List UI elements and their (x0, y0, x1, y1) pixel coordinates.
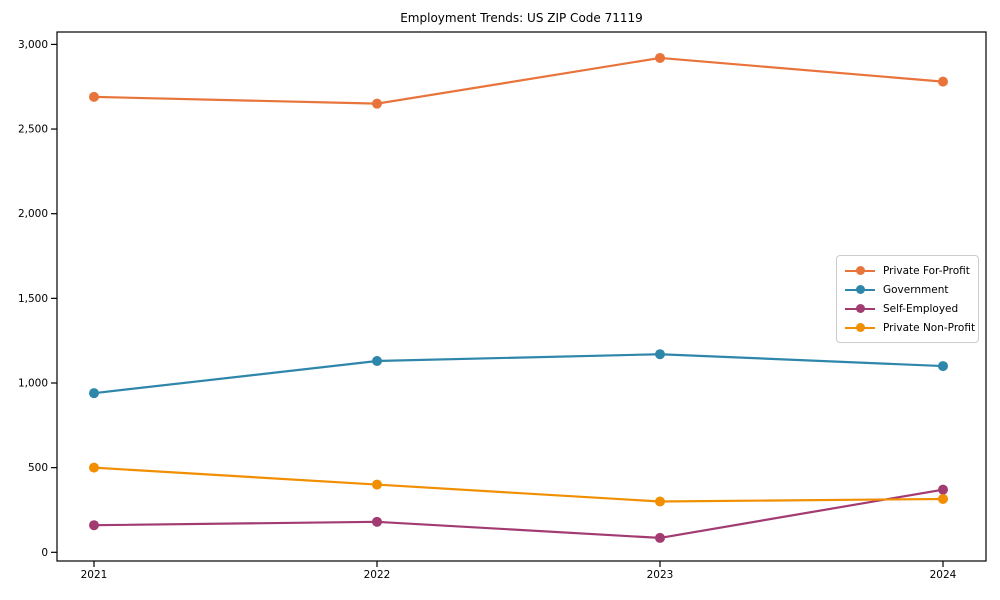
legend-line-marker-icon (845, 285, 875, 295)
legend-line-marker-icon (845, 323, 875, 333)
svg-text:2021: 2021 (81, 569, 108, 581)
legend-item: Private For-Profit (845, 261, 970, 280)
svg-text:2,500: 2,500 (18, 124, 48, 136)
svg-text:2023: 2023 (647, 569, 674, 581)
svg-text:2,000: 2,000 (18, 208, 48, 220)
legend-line-marker-icon (845, 304, 875, 314)
chart-legend: Private For-Profit Government Self-Emplo… (836, 255, 979, 343)
legend-line-marker-icon (845, 266, 875, 276)
legend-label: Government (883, 283, 949, 296)
chart-title: Employment Trends: US ZIP Code 71119 (400, 11, 643, 25)
svg-text:1,000: 1,000 (18, 378, 48, 390)
legend-item: Self-Employed (845, 299, 970, 318)
legend-label: Private Non-Profit (883, 321, 976, 334)
svg-text:0: 0 (41, 547, 48, 559)
svg-text:3,000: 3,000 (18, 39, 48, 51)
svg-text:500: 500 (28, 462, 48, 474)
legend-label: Private For-Profit (883, 264, 970, 277)
svg-text:2024: 2024 (930, 569, 957, 581)
svg-text:1,500: 1,500 (18, 293, 48, 305)
legend-item: Private Non-Profit (845, 318, 975, 337)
legend-label: Self-Employed (883, 302, 959, 315)
legend-item: Government (845, 280, 970, 299)
svg-text:2022: 2022 (364, 569, 391, 581)
